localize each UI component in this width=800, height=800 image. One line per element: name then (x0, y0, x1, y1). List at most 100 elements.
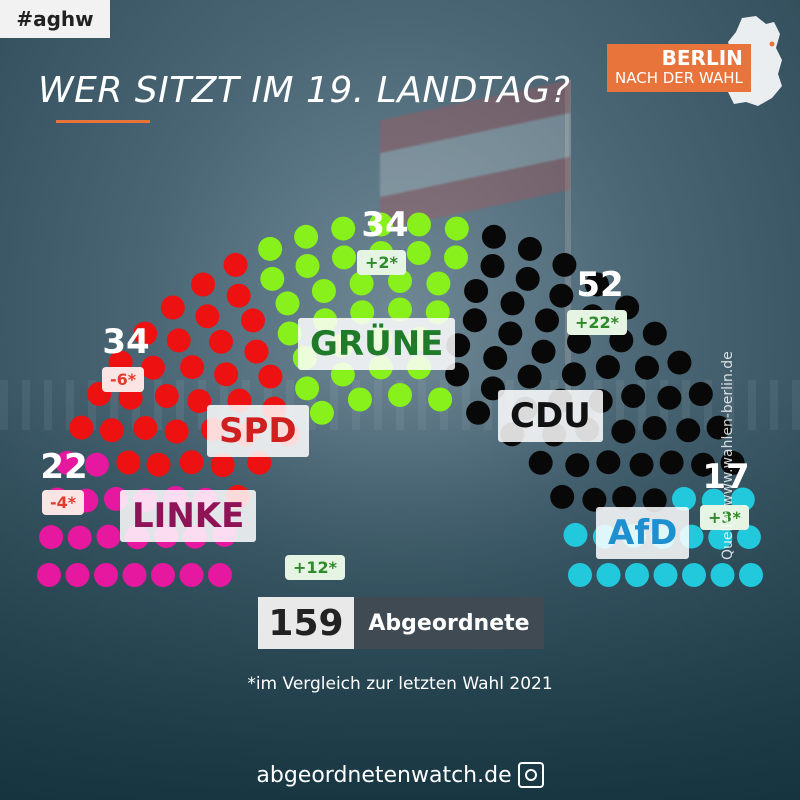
seat-cdu (481, 224, 506, 249)
seat-spd (160, 295, 185, 320)
seat-linke (208, 563, 232, 587)
change-badge-spd: -6* (102, 367, 145, 392)
seat-cdu (515, 266, 540, 291)
footer-logo-text: abgeordnetenwatch.de (256, 762, 512, 788)
change-badge-gruene: +2* (357, 250, 406, 275)
hashtag-badge: #aghw (0, 0, 110, 38)
seat-linke (39, 525, 64, 550)
footnote: *im Vergleich zur letzten Wahl 2021 (247, 674, 553, 694)
seat-linke (67, 525, 92, 550)
seat-grne (295, 376, 320, 401)
party-label-gruene: GRÜNE (298, 318, 456, 370)
background-building (0, 380, 800, 800)
seat-afd (682, 563, 706, 587)
seat-grne (295, 254, 320, 278)
seat-afd (653, 563, 678, 587)
seat-grne (388, 269, 412, 293)
seat-afd (563, 522, 588, 547)
seat-spd (69, 415, 94, 440)
seat-cdu (612, 486, 637, 510)
seat-spd (133, 321, 158, 346)
seat-cdu (720, 450, 745, 475)
seat-grne (444, 216, 469, 241)
seat-spd (210, 453, 235, 478)
seat-cdu (596, 450, 621, 475)
seat-linke (84, 452, 109, 477)
seat-count-spd: 34 (102, 322, 150, 362)
seat-cdu (567, 329, 591, 354)
seat-linke (94, 563, 118, 587)
seat-spd (209, 329, 233, 354)
seat-cdu (500, 291, 525, 316)
seat-afd (596, 563, 621, 587)
seat-afd (568, 563, 592, 587)
seat-cdu (483, 346, 508, 370)
seat-spd (258, 364, 283, 389)
seat-grne (332, 245, 356, 270)
seat-cdu (635, 355, 659, 380)
seat-cdu (550, 484, 575, 509)
seat-cdu (659, 450, 684, 475)
change-badge-afd: +3* (700, 505, 749, 530)
seat-cdu (595, 355, 620, 380)
seat-grne (426, 271, 451, 296)
seat-grne (388, 383, 412, 407)
seat-cdu (642, 321, 667, 346)
party-label-afd: AfD (596, 507, 690, 559)
seat-afd (739, 563, 763, 587)
seat-linke (96, 524, 121, 549)
watch-logo-icon (517, 762, 544, 788)
seat-afd (708, 525, 733, 550)
title-underline (56, 120, 150, 123)
seat-spd (179, 450, 204, 475)
seat-spd (195, 304, 220, 329)
seat-cdu (462, 308, 487, 333)
seat-spd (166, 328, 191, 353)
seat-cdu (706, 415, 731, 440)
seat-cdu (629, 452, 654, 477)
seat-grne (275, 291, 300, 316)
brand-line2: NACH DER WAHL (615, 69, 743, 87)
seat-spd (99, 418, 124, 443)
seat-linke (65, 563, 90, 587)
seat-cdu (480, 254, 505, 278)
change-badge-extra: +12* (285, 555, 346, 580)
seat-spd (154, 384, 179, 408)
seat-cdu (676, 418, 701, 443)
seat-spd (116, 450, 141, 475)
seat-grne (407, 212, 431, 237)
seat-count-gruene: 34 (361, 205, 409, 245)
seat-count-afd: 17 (702, 457, 750, 497)
background-flagpole (565, 80, 571, 400)
seat-cdu (688, 382, 713, 406)
seat-linke (37, 563, 61, 587)
seat-spd (180, 355, 205, 380)
seat-count-linke: 22 (40, 447, 88, 487)
seat-cdu (611, 419, 636, 444)
seat-cdu (552, 252, 577, 277)
total-seats-box: 159 Abgeordnete (258, 597, 544, 649)
seat-cdu (464, 279, 489, 303)
seat-cdu (642, 488, 667, 513)
seat-cdu (517, 236, 542, 261)
seat-cdu (517, 364, 542, 389)
seat-spd (241, 308, 265, 333)
seat-cdu (642, 416, 667, 440)
seat-cdu (565, 453, 590, 478)
party-label-spd: SPD (207, 405, 309, 457)
party-label-cdu: CDU (498, 390, 603, 442)
seat-cdu (585, 272, 609, 297)
seat-spd (133, 416, 158, 440)
seat-spd (214, 362, 239, 387)
seat-grne (309, 400, 334, 425)
seat-grne (369, 212, 393, 237)
seat-cdu (667, 350, 692, 375)
seat-cdu (535, 308, 559, 333)
seat-linke (122, 563, 147, 587)
seat-spd (223, 252, 248, 277)
seat-count-cdu: 52 (576, 265, 624, 305)
seat-afd (625, 563, 649, 587)
change-badge-cdu: +22* (567, 310, 628, 335)
seat-spd (244, 339, 269, 364)
